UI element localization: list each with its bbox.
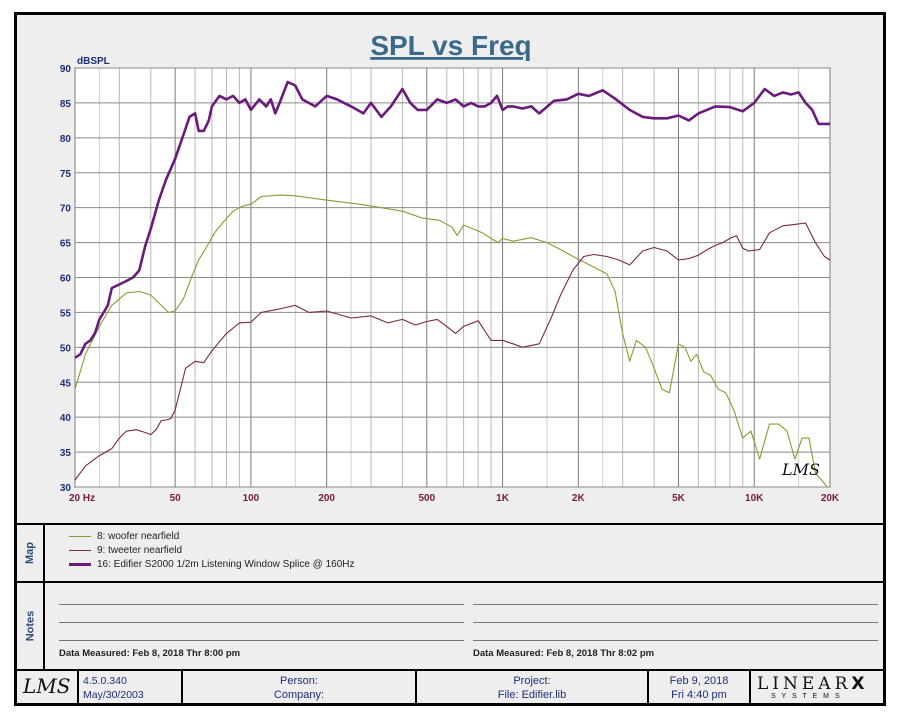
- divider: [17, 669, 883, 671]
- note-line: [473, 640, 878, 641]
- report-frame: SPL vs Freq dBSPL 30 35 40 45 50 55 60 65 70 75 80…: [14, 12, 886, 706]
- legend-label: 9: tweeter nearfield: [97, 544, 183, 556]
- divider: [43, 583, 45, 669]
- divider: [17, 581, 883, 583]
- x-tick-label: 5K: [672, 493, 686, 504]
- x-tick-label: 50: [170, 493, 182, 504]
- series-lines: [74, 80, 831, 488]
- note-line: [59, 604, 464, 605]
- x-tick-label: 20 Hz: [69, 493, 95, 504]
- print-time: Fri 4:40 pm: [671, 689, 727, 701]
- y-tick-label: 80: [60, 134, 72, 145]
- y-tick-label: 35: [60, 448, 72, 459]
- grid-lines: [74, 67, 831, 488]
- x-tick-label: 100: [243, 493, 260, 504]
- divider: [415, 671, 417, 703]
- y-tick-label: 85: [60, 99, 72, 110]
- project-label: Project:: [513, 675, 551, 687]
- legend-swatch: [69, 562, 91, 566]
- chart-title: SPL vs Freq: [370, 30, 531, 61]
- x-tick-label: 2K: [572, 493, 586, 504]
- y-tick-label: 65: [60, 239, 72, 250]
- note-line: [473, 604, 878, 605]
- person-label: Person:: [280, 675, 318, 687]
- legend-swatch: [69, 549, 91, 551]
- legend-label: 8: woofer nearfield: [97, 530, 180, 542]
- version: 4.5.0.340: [83, 675, 127, 687]
- x-tick-label: 500: [418, 493, 435, 504]
- left-measured-date: Data Measured: Feb 8, 2018 Thr 8:00 pm: [59, 648, 241, 659]
- spl-chart: SPL vs Freq dBSPL 30 35 40 45 50 55 60 65 70 75 80…: [60, 30, 840, 504]
- y-tick-label: 30: [60, 483, 72, 494]
- divider: [647, 671, 649, 703]
- x-tick-label: 10K: [745, 493, 764, 504]
- note-line: [59, 640, 464, 641]
- right-measured-date: Data Measured: Feb 8, 2018 Thr 8:02 pm: [473, 648, 655, 659]
- divider: [77, 671, 79, 703]
- divider: [17, 523, 883, 525]
- y-tick-label: 60: [60, 274, 72, 285]
- series-line-2: [74, 222, 831, 481]
- divider: [181, 671, 183, 703]
- x-tick-label: 1K: [496, 493, 510, 504]
- y-tick-label: 70: [60, 204, 72, 215]
- series-line-3: [74, 80, 830, 359]
- y-tick-label: 90: [60, 64, 72, 75]
- legend-item: 8: woofer nearfield: [69, 529, 179, 543]
- map-panel-label: Map: [24, 542, 36, 564]
- legend-label: 16: Edifier S2000 1/2m Listening Window …: [97, 558, 355, 570]
- notes-panel-label: Notes: [24, 610, 36, 642]
- y-tick-label: 55: [60, 308, 72, 319]
- x-tick-label: 200: [318, 493, 335, 504]
- y-tick-label: 40: [60, 413, 72, 424]
- legend-swatch: [69, 535, 91, 537]
- legend-item: 9: tweeter nearfield: [69, 543, 182, 557]
- lms-logo: LMS: [23, 674, 71, 698]
- version-date: May/30/2003: [83, 689, 144, 701]
- y-tick-label: 50: [60, 343, 72, 354]
- watermark-logo: LMS: [781, 460, 820, 479]
- linearx-brand: LINEARX: [757, 674, 869, 694]
- legend-item: 16: Edifier S2000 1/2m Listening Window …: [69, 557, 355, 571]
- linearx-systems: S Y S T E M S: [771, 693, 842, 700]
- y-tick-label: 45: [60, 378, 72, 389]
- company-label: Company:: [273, 689, 325, 701]
- divider: [43, 525, 45, 581]
- note-line: [473, 622, 878, 623]
- y-axis-label: dBSPL: [77, 56, 110, 67]
- divider: [749, 671, 751, 703]
- x-tick-label: 20K: [821, 493, 840, 504]
- tick-labels: 30 35 40 45 50 55 60 65 70 75 80 85 90 20 Hz 50 100 200 5…: [60, 64, 840, 504]
- note-line: [59, 622, 464, 623]
- print-date: Feb 9, 2018: [669, 675, 729, 687]
- y-tick-label: 75: [60, 169, 72, 180]
- file-label: File: Edifier.lib: [497, 689, 567, 701]
- series-line-1: [74, 194, 830, 488]
